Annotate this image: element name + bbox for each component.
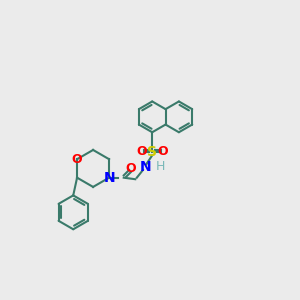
Text: O: O [125,162,136,175]
Text: O: O [72,153,83,166]
Text: O: O [136,145,147,158]
Text: S: S [147,145,157,158]
Text: H: H [155,160,165,173]
Text: O: O [158,145,168,158]
Text: N: N [103,171,115,185]
Text: N: N [140,160,152,174]
